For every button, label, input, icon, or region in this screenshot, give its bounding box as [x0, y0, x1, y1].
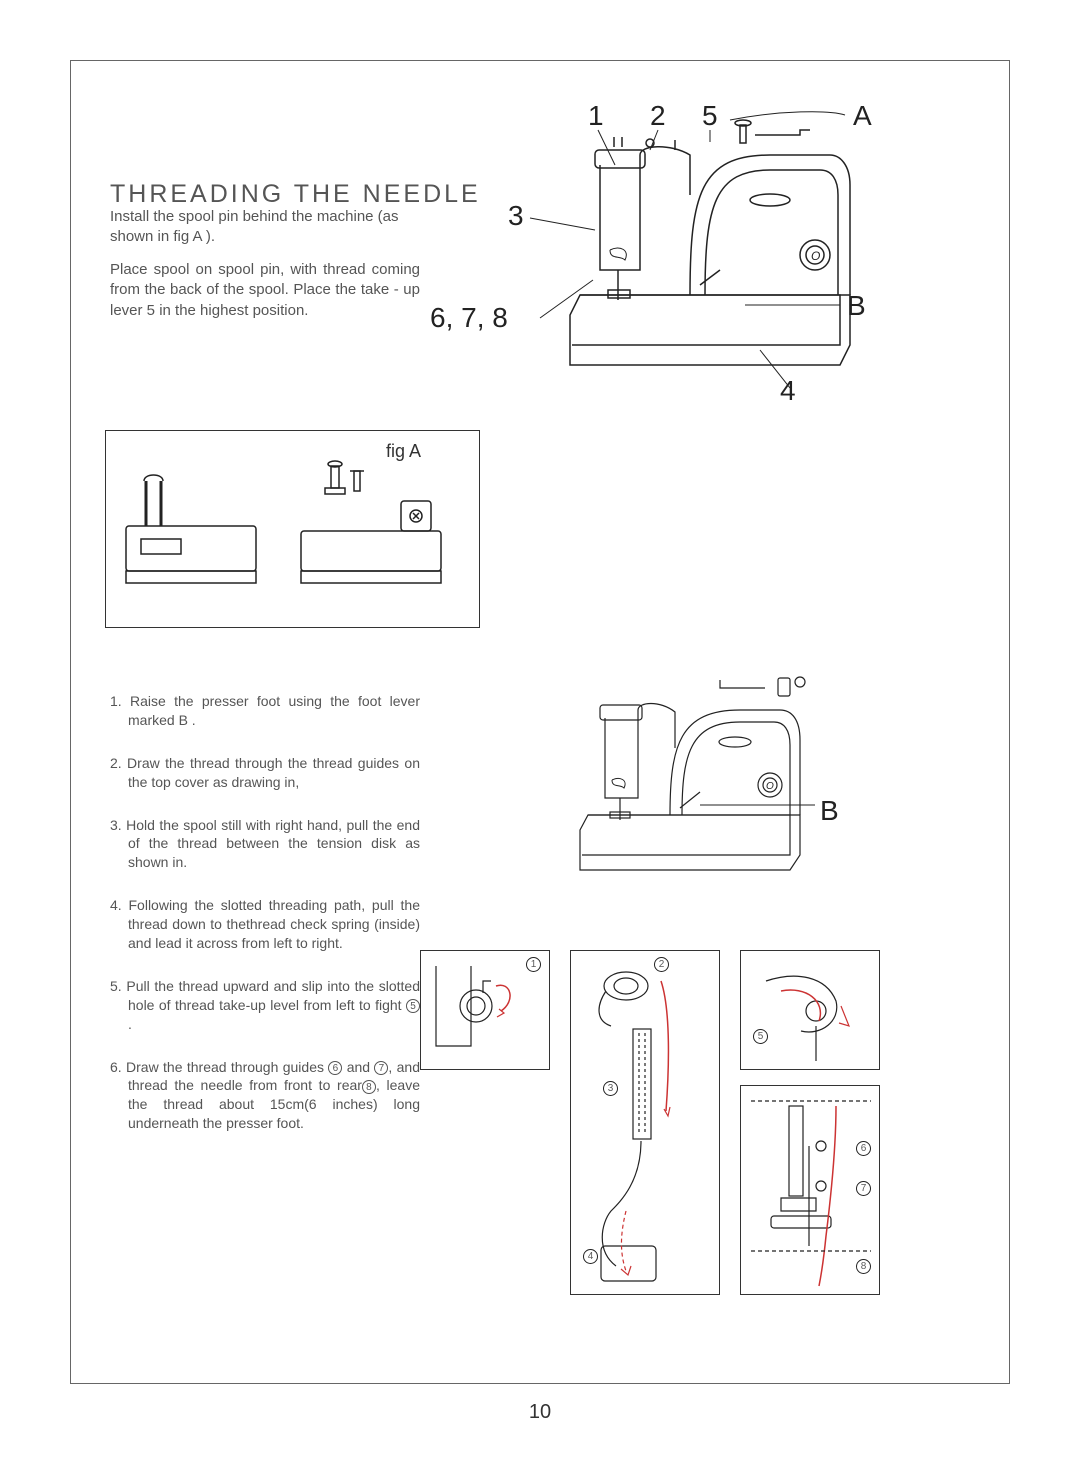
detail-circle-4: 4	[583, 1249, 598, 1264]
callout-1: 1	[588, 100, 604, 132]
step-6-text-a: 6. Draw the thread through guides	[110, 1059, 328, 1075]
detail-circle-1: 1	[526, 957, 541, 972]
figure-a-box: fig A	[105, 430, 480, 628]
callout-4: 4	[780, 375, 796, 407]
detail-box-1: 1	[420, 950, 550, 1070]
page-number: 10	[0, 1401, 1080, 1424]
intro-paragraph-1: Install the spool pin behind the machine…	[110, 207, 420, 248]
figure-b: O	[560, 670, 860, 900]
detail-circle-3: 3	[603, 1081, 618, 1096]
step-5-text-a: 5. Pull the thread upward and slip into …	[110, 978, 420, 1013]
callout-A: A	[853, 100, 872, 132]
inline-circle-8: 8	[362, 1080, 376, 1094]
detail-circle-6: 6	[856, 1141, 871, 1156]
inline-circle-7: 7	[374, 1061, 388, 1075]
step-4: 4. Following the slotted threading path,…	[110, 896, 420, 953]
detail-circle-2: 2	[654, 957, 669, 972]
detail-box-4: 6 7 8	[740, 1085, 880, 1295]
figure-a-label: fig A	[386, 441, 421, 462]
callout-2: 2	[650, 100, 666, 132]
callout-678: 6, 7, 8	[430, 302, 508, 334]
step-1: 1. Raise the presser foot using the foot…	[110, 692, 420, 730]
figure-main: O	[540, 95, 940, 405]
svg-text:O: O	[811, 249, 820, 263]
callout-3: 3	[508, 200, 524, 232]
detail-2-svg	[571, 951, 721, 1296]
step-3: 3. Hold the spool still with right hand,…	[110, 816, 420, 873]
detail-circle-8: 8	[856, 1259, 871, 1274]
steps-list: 1. Raise the presser foot using the foot…	[110, 692, 420, 1157]
step-6: 6. Draw the thread through guides 6 and …	[110, 1058, 420, 1134]
detail-circle-5: 5	[753, 1029, 768, 1044]
detail-box-2: 2 3 4	[570, 950, 720, 1295]
callout-B: B	[847, 290, 866, 322]
figure-a-svg	[106, 431, 481, 629]
inline-circle-6: 6	[328, 1061, 342, 1075]
step-6-text-b: and	[342, 1059, 374, 1075]
step-5-text-b: .	[128, 1016, 132, 1032]
detail-3-svg	[741, 951, 881, 1071]
sewing-machine-main-svg: O	[540, 95, 940, 405]
callout-5: 5	[702, 100, 718, 132]
detail-circle-7: 7	[856, 1181, 871, 1196]
step-5: 5. Pull the thread upward and slip into …	[110, 977, 420, 1034]
detail-box-3: 5	[740, 950, 880, 1070]
callout-b2-line	[690, 790, 850, 820]
inline-circle-5: 5	[406, 999, 420, 1013]
intro-paragraph-2: Place spool on spool pin, with thread co…	[110, 260, 420, 321]
page-title: THREADING THE NEEDLE	[110, 180, 481, 209]
figure-b-svg: O	[560, 670, 940, 900]
step-2: 2. Draw the thread through the thread gu…	[110, 754, 420, 792]
